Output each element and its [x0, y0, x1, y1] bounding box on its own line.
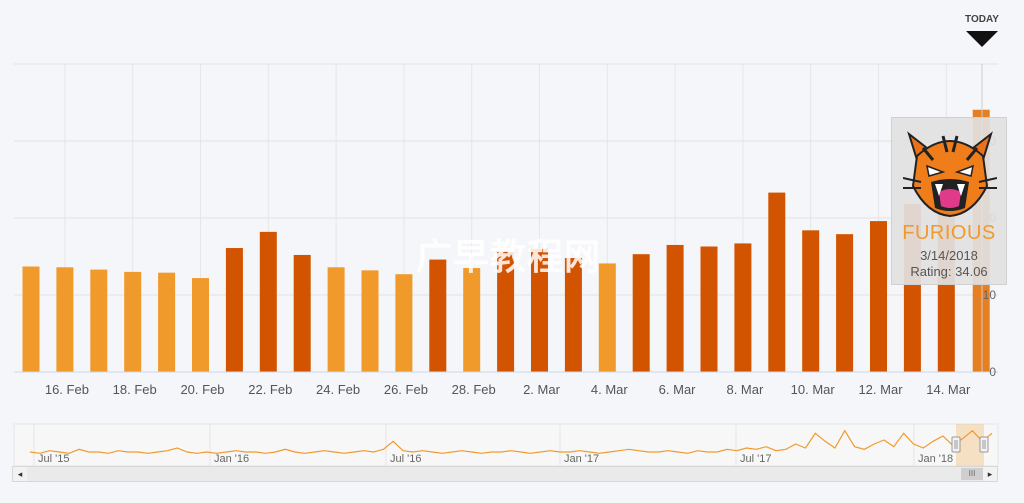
x-tick-label: 12. Mar — [858, 382, 903, 397]
bar — [293, 254, 311, 372]
tooltip-mood: FURIOUS — [902, 222, 996, 244]
navigator-label: Jul '17 — [740, 453, 771, 465]
x-tick-label: 2. Mar — [523, 382, 561, 397]
navigator-series — [29, 429, 993, 454]
bar — [158, 272, 176, 372]
y-tick-label: 10 — [983, 288, 997, 302]
bar — [56, 267, 74, 372]
bar — [836, 234, 854, 372]
bar — [734, 243, 752, 372]
tooltip-date: 3/14/2018 — [920, 248, 978, 263]
x-tick-label: 8. Mar — [726, 382, 764, 397]
rating-tooltip: FURIOUS 3/14/2018 Rating: 34.06 — [891, 117, 1007, 285]
bar — [361, 270, 379, 372]
navigator-panel — [13, 423, 999, 467]
scroll-right-button[interactable]: ▸ — [983, 467, 997, 481]
tooltip-rating: Rating: 34.06 — [910, 264, 988, 279]
scroll-left-button[interactable]: ◂ — [13, 467, 27, 481]
x-tick-label: 22. Feb — [248, 382, 292, 397]
bar — [463, 268, 481, 372]
x-tick-label: 24. Feb — [316, 382, 360, 397]
bar — [90, 269, 108, 372]
bar — [802, 230, 820, 372]
scroll-thumb[interactable]: III — [961, 468, 983, 480]
today-arrow-icon[interactable] — [966, 31, 998, 47]
x-tick-label: 6. Mar — [659, 382, 697, 397]
x-tick-label: 10. Mar — [791, 382, 836, 397]
x-tick-label: 16. Feb — [45, 382, 89, 397]
bar — [259, 231, 277, 372]
navigator-label: Jan '18 — [918, 453, 953, 465]
bar — [429, 259, 447, 372]
bar — [666, 244, 684, 372]
x-tick-label: 20. Feb — [180, 382, 224, 397]
bar — [225, 248, 243, 372]
bar — [497, 251, 515, 372]
bar — [395, 274, 413, 372]
bar — [327, 267, 345, 372]
x-tick-label: 14. Mar — [926, 382, 971, 397]
bar — [531, 248, 548, 372]
bar — [22, 266, 40, 372]
navigator-range — [956, 424, 984, 466]
bar — [768, 192, 786, 372]
y-tick-label: 0 — [989, 365, 996, 379]
bar — [870, 221, 887, 372]
today-label: TODAY — [965, 14, 999, 25]
navigator-label: Jan '17 — [564, 453, 599, 465]
navigator-handle — [951, 436, 961, 453]
bar — [192, 278, 209, 372]
navigator-label: Jan '16 — [214, 453, 249, 465]
bar — [564, 258, 582, 372]
bar — [598, 263, 616, 372]
bar — [124, 271, 142, 372]
bar — [700, 246, 718, 372]
navigator-scrollbar[interactable]: ◂ III ▸ — [12, 466, 998, 482]
navigator-label: Jul '16 — [390, 453, 421, 465]
navigator-label: Jul '15 — [38, 453, 69, 465]
navigator-handle — [979, 436, 989, 453]
x-tick-label: 26. Feb — [384, 382, 428, 397]
bar — [632, 254, 650, 372]
x-tick-label: 28. Feb — [452, 382, 496, 397]
x-tick-label: 4. Mar — [591, 382, 629, 397]
x-tick-label: 18. Feb — [113, 382, 157, 397]
tiger-icon — [903, 131, 997, 218]
